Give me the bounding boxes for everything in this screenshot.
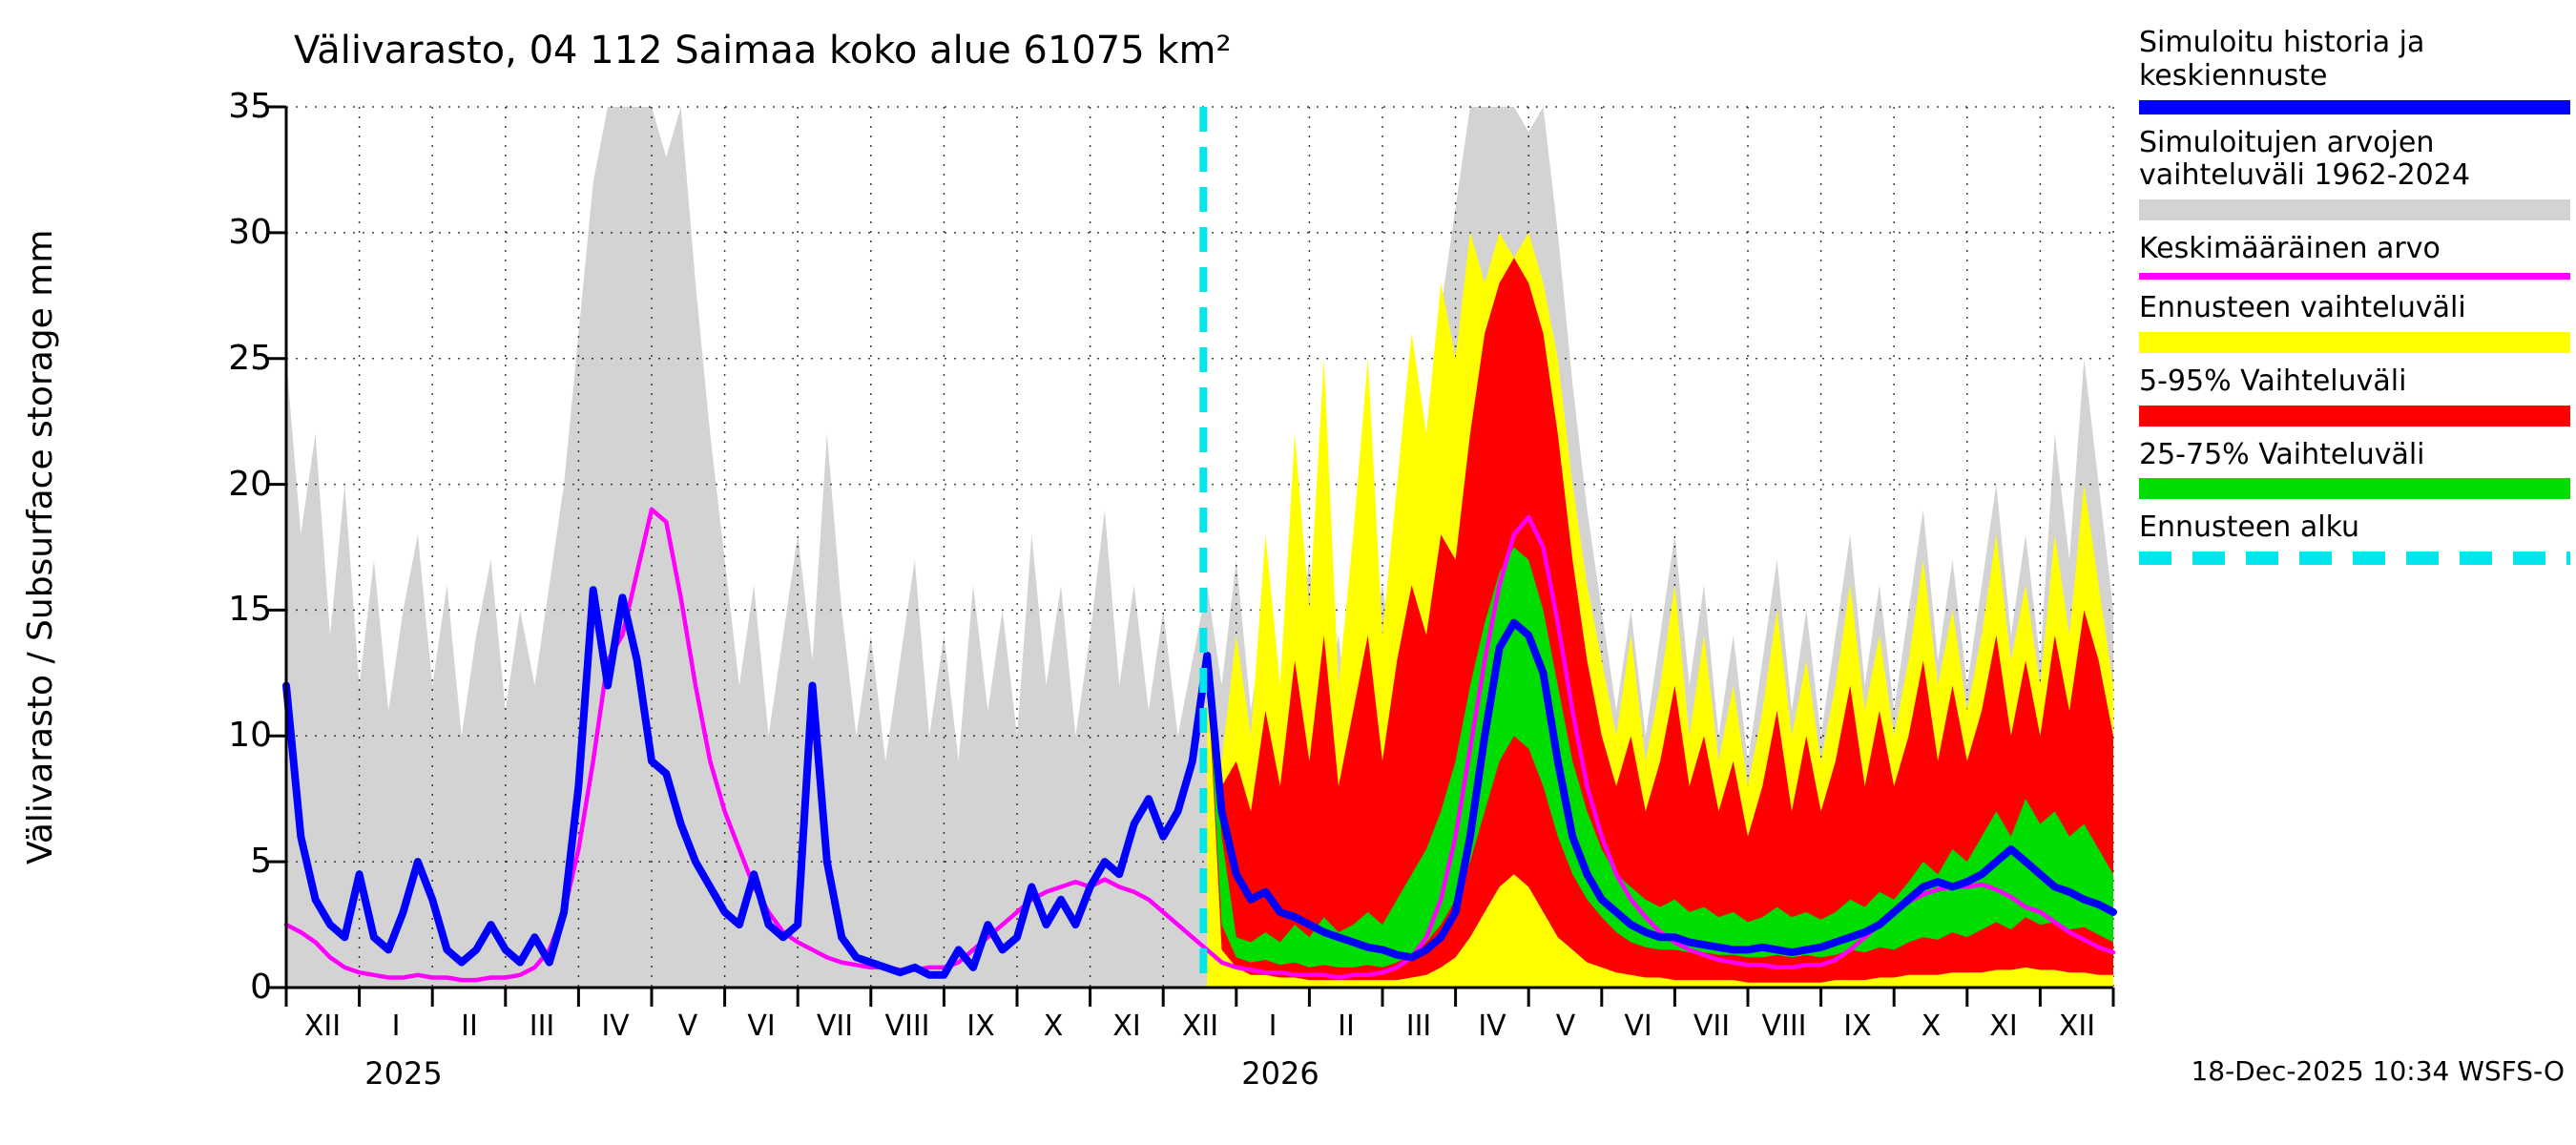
y-tick-label: 5 <box>250 842 272 881</box>
legend-item-label: Ennusteen vaihteluväli <box>2139 290 2466 324</box>
chart-title: Välivarasto, 04 112 Saimaa koko alue 610… <box>294 29 1232 73</box>
legend-item-2: Keskimääräinen arvo <box>2139 232 2570 280</box>
y-tick-label: 20 <box>228 465 272 504</box>
x-tick-label: VII <box>1693 1010 1731 1043</box>
x-tick-label: XII <box>303 1010 342 1043</box>
x-tick-label: XII <box>1181 1010 1219 1043</box>
x-tick-label: II <box>461 1010 478 1043</box>
line-mean-1962-2024 <box>283 507 2116 983</box>
legend-swatch-band <box>2139 199 2570 221</box>
y-tick-label: 15 <box>228 590 272 629</box>
x-tick-label: V <box>677 1010 698 1043</box>
x-tick-label: II <box>1338 1010 1355 1043</box>
year-label: 2026 <box>1241 1055 1319 1092</box>
x-tick-label: V <box>1555 1010 1576 1043</box>
legend-item-label: 25-75% Vaihteluväli <box>2139 437 2425 471</box>
band-range-25-75 <box>1207 547 2113 968</box>
y-tick-label: 10 <box>228 716 272 755</box>
x-tick-label: VI <box>747 1010 776 1043</box>
legend: Simuloitu historia ja keskiennuste Simulo… <box>2139 26 2570 577</box>
legend-item-5: 25-75% Vaihteluväli <box>2139 437 2570 500</box>
legend-swatch-thick-line <box>2139 99 2570 114</box>
legend-item-label: Keskimääräinen arvo <box>2139 232 2441 266</box>
x-tick-label: XI <box>1989 1010 2018 1043</box>
x-tick-label: I <box>391 1010 401 1043</box>
legend-item-3: Ennusteen vaihteluväli <box>2139 290 2570 353</box>
legend-item-0: Simuloitu historia ja keskiennuste <box>2139 26 2570 114</box>
x-tick-label: X <box>1043 1010 1064 1043</box>
x-tick-label: IX <box>1843 1010 1872 1043</box>
band-range-5-95 <box>1207 258 2113 983</box>
legend-swatch-band <box>2139 405 2570 427</box>
x-tick-label: XII <box>2058 1010 2096 1043</box>
y-tick-label: 35 <box>228 87 272 126</box>
legend-swatch-band <box>2139 478 2570 500</box>
legend-item-label: Simuloitujen arvojen vaihteluväli 1962-2… <box>2139 125 2470 193</box>
x-tick-label: VI <box>1624 1010 1652 1043</box>
y-tick-label: 30 <box>228 213 272 252</box>
x-tick-label: X <box>1921 1010 1942 1043</box>
legend-swatch-dashed-line <box>2139 552 2570 566</box>
x-tick-label: IV <box>1478 1010 1506 1043</box>
y-tick-label: 25 <box>228 339 272 378</box>
y-axis-label: Välivarasto / Subsurface storage mm <box>21 229 60 865</box>
y-tick-label: 0 <box>250 968 272 1007</box>
x-tick-label: IV <box>601 1010 630 1043</box>
legend-swatch-band <box>2139 331 2570 353</box>
legend-item-label: Ennusteen alku <box>2139 510 2360 545</box>
year-label: 2025 <box>364 1055 443 1092</box>
legend-item-4: 5-95% Vaihteluväli <box>2139 364 2570 427</box>
legend-item-label: Simuloitu historia ja keskiennuste <box>2139 26 2425 93</box>
x-tick-label: VII <box>816 1010 854 1043</box>
timestamp: 18-Dec-2025 10:34 WSFS-O <box>2191 1055 2565 1087</box>
legend-item-label: 5-95% Vaihteluväli <box>2139 364 2407 398</box>
legend-item-6: Ennusteen alku <box>2139 510 2570 566</box>
x-tick-label: IX <box>966 1010 995 1043</box>
x-tick-label: III <box>1405 1010 1432 1043</box>
legend-item-1: Simuloitujen arvojen vaihteluväli 1962-2… <box>2139 125 2570 221</box>
x-tick-label: III <box>529 1010 555 1043</box>
x-tick-label: VIII <box>884 1010 930 1043</box>
legend-swatch-thin-line <box>2139 272 2570 280</box>
x-tick-label: XI <box>1112 1010 1141 1043</box>
x-tick-label: I <box>1268 1010 1278 1043</box>
x-tick-label: VIII <box>1761 1010 1807 1043</box>
